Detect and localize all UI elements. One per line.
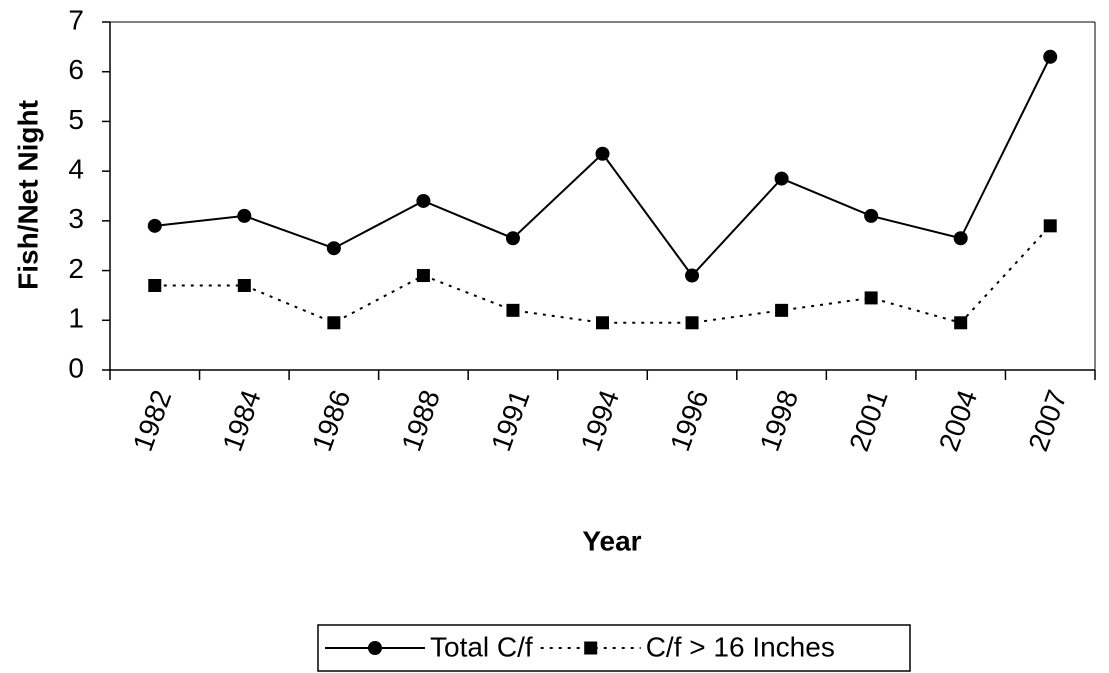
y-tick-label: 4: [68, 154, 84, 185]
x-tick-label: 2004: [933, 386, 983, 455]
marker: [505, 231, 520, 246]
marker: [326, 241, 341, 256]
y-axis-title: Fish/Net Night: [12, 100, 43, 290]
marker: [685, 268, 700, 283]
marker: [953, 231, 968, 246]
legend-marker: [368, 641, 382, 655]
x-tick-label: 1982: [127, 386, 177, 455]
x-tick-label: 1994: [575, 386, 625, 455]
legend-label: Total C/f: [430, 631, 533, 662]
x-tick-label: 1996: [664, 386, 714, 455]
x-tick-label: 1991: [485, 386, 535, 455]
marker: [1043, 219, 1057, 233]
marker: [148, 278, 162, 292]
marker: [864, 291, 878, 305]
y-tick-label: 5: [68, 104, 84, 135]
marker: [416, 193, 431, 208]
marker: [595, 146, 610, 161]
y-tick-label: 3: [68, 203, 84, 234]
x-tick-label: 2007: [1022, 386, 1072, 455]
y-tick-label: 1: [68, 303, 84, 334]
marker: [416, 269, 430, 283]
marker: [954, 316, 968, 330]
y-tick-label: 7: [68, 4, 84, 35]
y-tick-label: 2: [68, 253, 84, 284]
x-tick-label: 1984: [216, 386, 266, 455]
legend-box: [317, 624, 911, 672]
series-line: [154, 56, 1052, 278]
marker: [864, 208, 879, 223]
x-tick-label: 1986: [306, 386, 356, 455]
marker: [237, 208, 252, 223]
marker: [506, 303, 520, 317]
marker: [774, 171, 789, 186]
marker: [685, 316, 699, 330]
marker: [775, 303, 789, 317]
marker: [596, 316, 609, 330]
marker: [237, 278, 251, 292]
y-tick-label: 6: [68, 54, 84, 85]
x-tick-label: 2001: [843, 386, 893, 455]
x-tick-label: 1998: [754, 386, 804, 455]
marker: [327, 316, 341, 330]
series-line: [154, 225, 1051, 324]
x-tick-label: 1988: [396, 386, 446, 455]
marker: [1043, 49, 1058, 64]
legend-marker: [584, 641, 598, 655]
legend-label: C/f > 16 Inches: [646, 631, 835, 662]
marker: [147, 218, 162, 233]
x-axis-title: Year: [582, 525, 641, 556]
y-tick-label: 0: [68, 352, 84, 383]
